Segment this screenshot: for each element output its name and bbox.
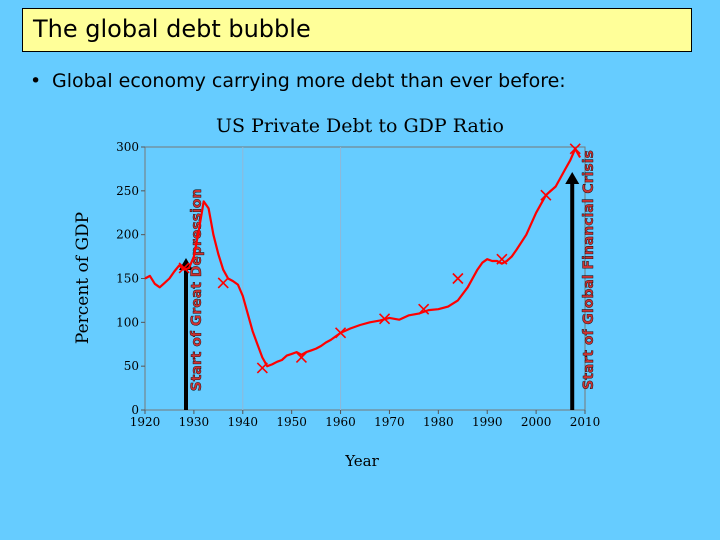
data-point-marker bbox=[418, 303, 430, 315]
grid-lines bbox=[242, 147, 342, 410]
global-financial-crisis-label: Start of Global Financial Crisis bbox=[581, 150, 597, 390]
data-point-marker bbox=[569, 143, 581, 155]
x-tick-label: 1990 bbox=[472, 415, 503, 429]
data-point-marker bbox=[178, 262, 190, 274]
x-tick-label: 2000 bbox=[521, 415, 552, 429]
marker-layer bbox=[178, 143, 581, 374]
y-tick-label: 250 bbox=[116, 184, 139, 198]
y-tick-label: 200 bbox=[116, 228, 139, 242]
y-axis-label: Percent of GDP bbox=[73, 212, 93, 344]
data-point-marker bbox=[334, 327, 347, 339]
x-tick-label: 1970 bbox=[374, 415, 405, 429]
data-point-marker bbox=[295, 351, 308, 363]
data-point-marker bbox=[378, 313, 391, 325]
x-tick-label: 1980 bbox=[423, 415, 454, 429]
slide-title-box: The global debt bubble bbox=[22, 8, 692, 52]
y-tick-label: 0 bbox=[131, 403, 139, 417]
y-tick-label: 50 bbox=[124, 359, 139, 373]
debt-ratio-line bbox=[144, 147, 582, 368]
chart-title: US Private Debt to GDP Ratio bbox=[216, 115, 504, 137]
data-point-marker bbox=[256, 362, 268, 374]
axis-ticks: 1920 1930 1940 1950 1960 1970 1980 1990 2000 2010… bbox=[116, 140, 600, 429]
x-tick-label: 1960 bbox=[325, 415, 356, 429]
series-layer bbox=[144, 147, 582, 368]
bullet-marker: • bbox=[30, 70, 42, 92]
x-tick-label: 1930 bbox=[179, 415, 210, 429]
y-tick-label: 150 bbox=[116, 272, 139, 286]
great-depression-label: Start of Great Depression bbox=[189, 189, 205, 392]
x-tick-label: 2010 bbox=[570, 415, 601, 429]
x-tick-label: 1920 bbox=[130, 415, 161, 429]
y-tick-label: 100 bbox=[116, 315, 139, 329]
global-financial-crisis-arrow-head bbox=[565, 172, 580, 184]
great-depression-annotation: Start of Great Depression bbox=[179, 188, 205, 410]
x-tick-label: 1940 bbox=[228, 415, 259, 429]
data-point-marker bbox=[452, 272, 464, 285]
y-tick-label: 300 bbox=[116, 140, 139, 154]
bullet-point: • Global economy carrying more debt than … bbox=[30, 70, 566, 92]
data-point-marker bbox=[217, 277, 229, 289]
global-financial-crisis-annotation: Start of Global Financial Crisis bbox=[565, 150, 597, 410]
data-point-marker bbox=[540, 189, 552, 201]
bullet-text: Global economy carrying more debt than e… bbox=[52, 70, 566, 92]
x-tick-label: 1950 bbox=[276, 415, 307, 429]
slide-title: The global debt bubble bbox=[33, 15, 311, 43]
data-point-marker bbox=[496, 253, 508, 265]
plot-frame bbox=[144, 146, 586, 411]
annotations: Start of Great Depression Start of Global… bbox=[179, 150, 597, 410]
x-axis-label: Year bbox=[344, 452, 379, 470]
